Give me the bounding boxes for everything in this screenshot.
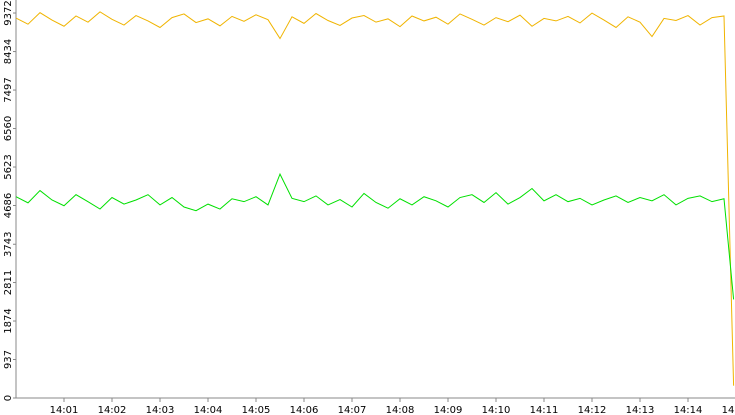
series-line (15, 11, 735, 386)
y-tick-label: 8434 (3, 39, 14, 64)
x-tick-label: 14:08 (386, 405, 415, 415)
x-tick-label: 14:10 (482, 405, 511, 415)
x-tick-label: 14:15 (722, 405, 735, 415)
x-tick-label: 14:06 (290, 405, 319, 415)
x-tick-label: 14:11 (530, 405, 559, 415)
x-tick-label: 14:09 (434, 405, 463, 415)
x-tick-label: 14:13 (626, 405, 655, 415)
x-tick-label: 14:14 (674, 405, 703, 415)
x-tick-label: 14:04 (194, 405, 223, 415)
x-tick-label: 14:12 (578, 405, 607, 415)
y-tick-label: 9372 (3, 0, 14, 25)
y-tick-label: 4686 (3, 193, 14, 218)
x-tick-label: 14:01 (50, 405, 79, 415)
y-tick-label: 6560 (3, 116, 14, 141)
y-tick-label: 1874 (3, 308, 14, 333)
y-tick-label: 0 (3, 395, 14, 401)
y-tick-label: 3743 (3, 232, 14, 257)
x-tick-label: 14:03 (146, 405, 175, 415)
x-tick-label: 14:07 (338, 405, 367, 415)
y-tick-label: 2811 (3, 270, 14, 295)
y-tick-label: 7497 (3, 77, 14, 102)
x-tick-label: 14:02 (98, 405, 127, 415)
series-line (15, 172, 735, 300)
y-tick-label: 937 (3, 350, 14, 369)
x-tick-label: 14:05 (242, 405, 271, 415)
y-tick-label: 5623 (3, 154, 14, 179)
